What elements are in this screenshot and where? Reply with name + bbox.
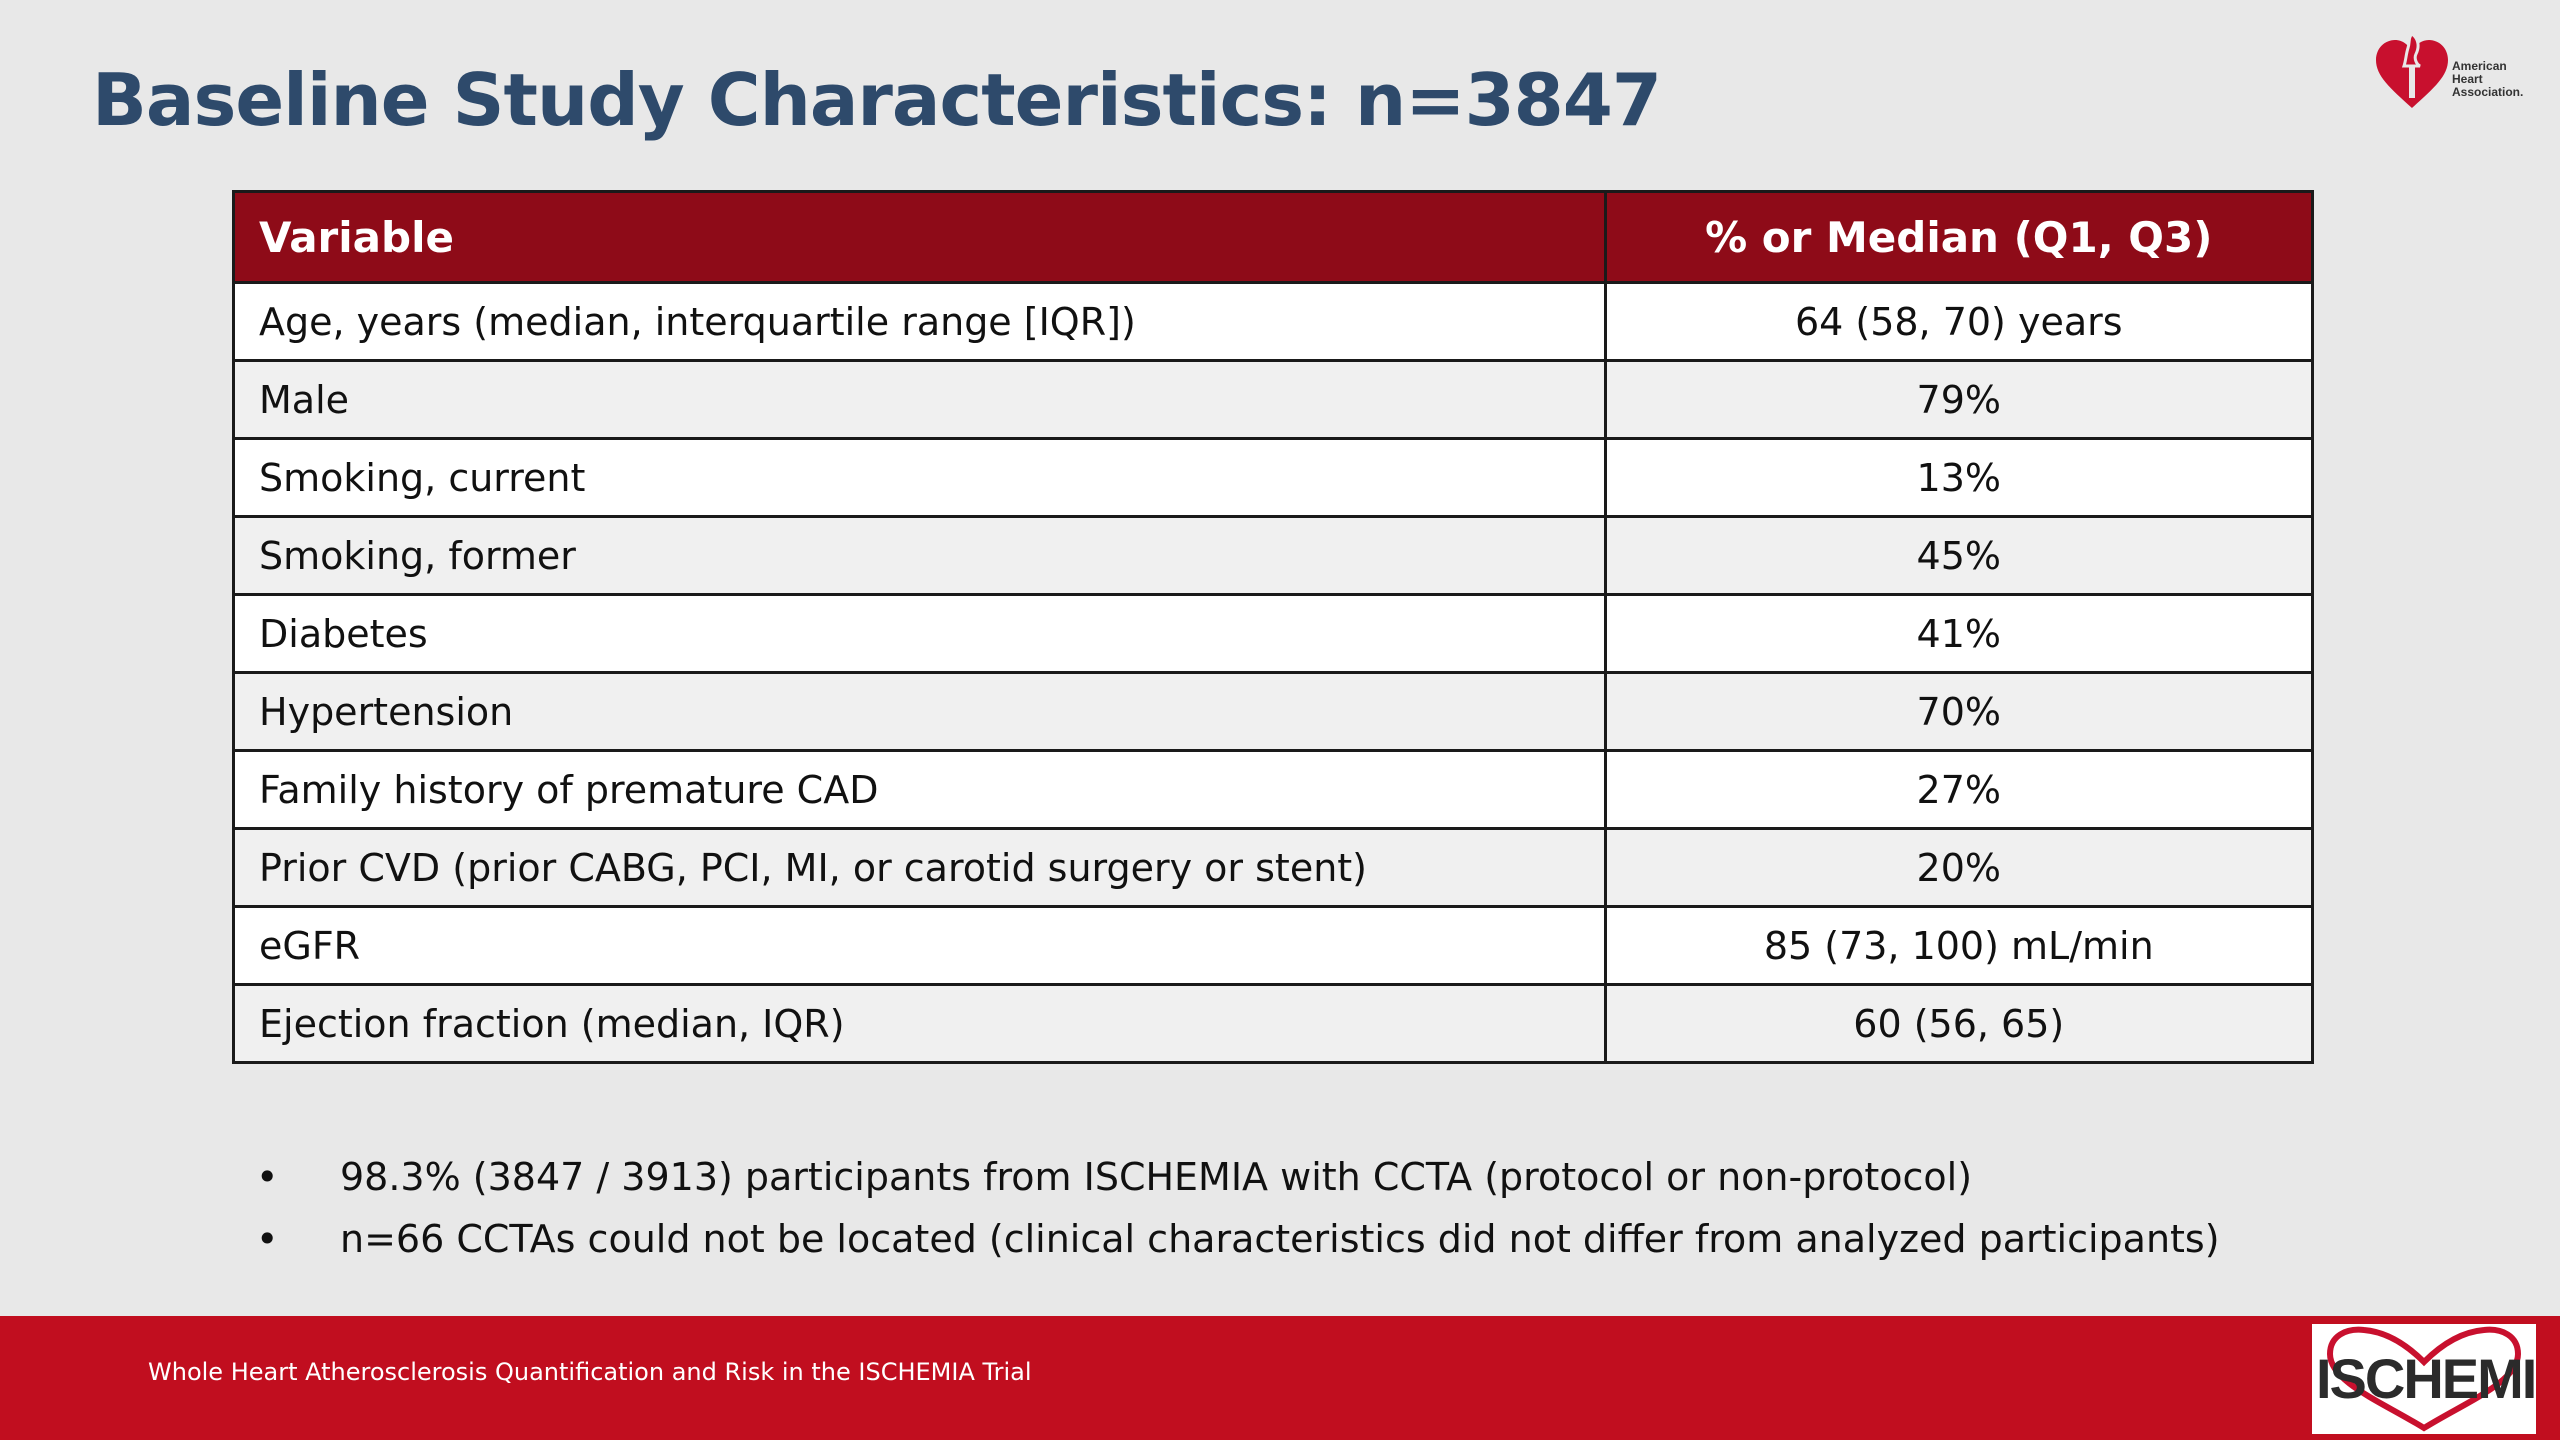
table-row: Smoking, former 45% [235, 516, 2311, 596]
value-cell: 85 (73, 100) mL/min [1605, 906, 2311, 986]
variable-cell: Diabetes [235, 594, 1607, 674]
value-cell: 41% [1605, 594, 2311, 674]
variable-cell: Male [235, 360, 1607, 440]
table-row: Hypertension 70% [235, 672, 2311, 752]
aha-logo: American Heart Association. [2372, 24, 2532, 112]
table-row: Smoking, current 13% [235, 438, 2311, 518]
page-title: Baseline Study Characteristics: n=3847 [92, 58, 1662, 142]
variable-cell: Age, years (median, interquartile range … [235, 282, 1607, 362]
value-cell: 45% [1605, 516, 2311, 596]
value-cell: 27% [1605, 750, 2311, 830]
bullet-marker: • [256, 1155, 279, 1199]
value-cell: 70% [1605, 672, 2311, 752]
column-header-variable: Variable [235, 193, 1607, 284]
table-header-row: Variable % or Median (Q1, Q3) [235, 193, 2311, 284]
ischemia-logo: ISCHEMIA [2312, 1324, 2536, 1434]
table-row: Family history of premature CAD 27% [235, 750, 2311, 830]
aha-wordmark: American Heart Association. [2452, 59, 2524, 99]
value-cell: 64 (58, 70) years [1605, 282, 2311, 362]
variable-cell: Prior CVD (prior CABG, PCI, MI, or carot… [235, 828, 1607, 908]
heart-torch-icon [2376, 32, 2448, 108]
column-header-value: % or Median (Q1, Q3) [1605, 193, 2311, 284]
value-cell: 79% [1605, 360, 2311, 440]
variable-cell: eGFR [235, 906, 1607, 986]
variable-cell: Family history of premature CAD [235, 750, 1607, 830]
variable-cell: Smoking, former [235, 516, 1607, 596]
footer-bar: Whole Heart Atherosclerosis Quantificati… [0, 1316, 2560, 1440]
variable-cell: Ejection fraction (median, IQR) [235, 984, 1607, 1061]
bullet-text: 98.3% (3847 / 3913) participants from IS… [340, 1155, 1973, 1199]
variable-cell: Hypertension [235, 672, 1607, 752]
bullet-text: n=66 CCTAs could not be located (clinica… [340, 1217, 2220, 1261]
ischemia-wordmark: ISCHEMIA [2316, 1347, 2536, 1410]
table-row: Diabetes 41% [235, 594, 2311, 674]
value-cell: 60 (56, 65) [1605, 984, 2311, 1061]
value-cell: 20% [1605, 828, 2311, 908]
baseline-characteristics-table: Variable % or Median (Q1, Q3) Age, years… [232, 190, 2314, 1064]
table-row: Age, years (median, interquartile range … [235, 282, 2311, 362]
heart-outline-icon [2326, 1326, 2522, 1432]
table-row: Prior CVD (prior CABG, PCI, MI, or carot… [235, 828, 2311, 908]
footer-text: Whole Heart Atherosclerosis Quantificati… [148, 1358, 1032, 1386]
table-row: Male 79% [235, 360, 2311, 440]
table-row: Ejection fraction (median, IQR) 60 (56, … [235, 984, 2311, 1061]
variable-cell: Smoking, current [235, 438, 1607, 518]
table-row: eGFR 85 (73, 100) mL/min [235, 906, 2311, 986]
bullet-marker: • [256, 1217, 279, 1261]
value-cell: 13% [1605, 438, 2311, 518]
